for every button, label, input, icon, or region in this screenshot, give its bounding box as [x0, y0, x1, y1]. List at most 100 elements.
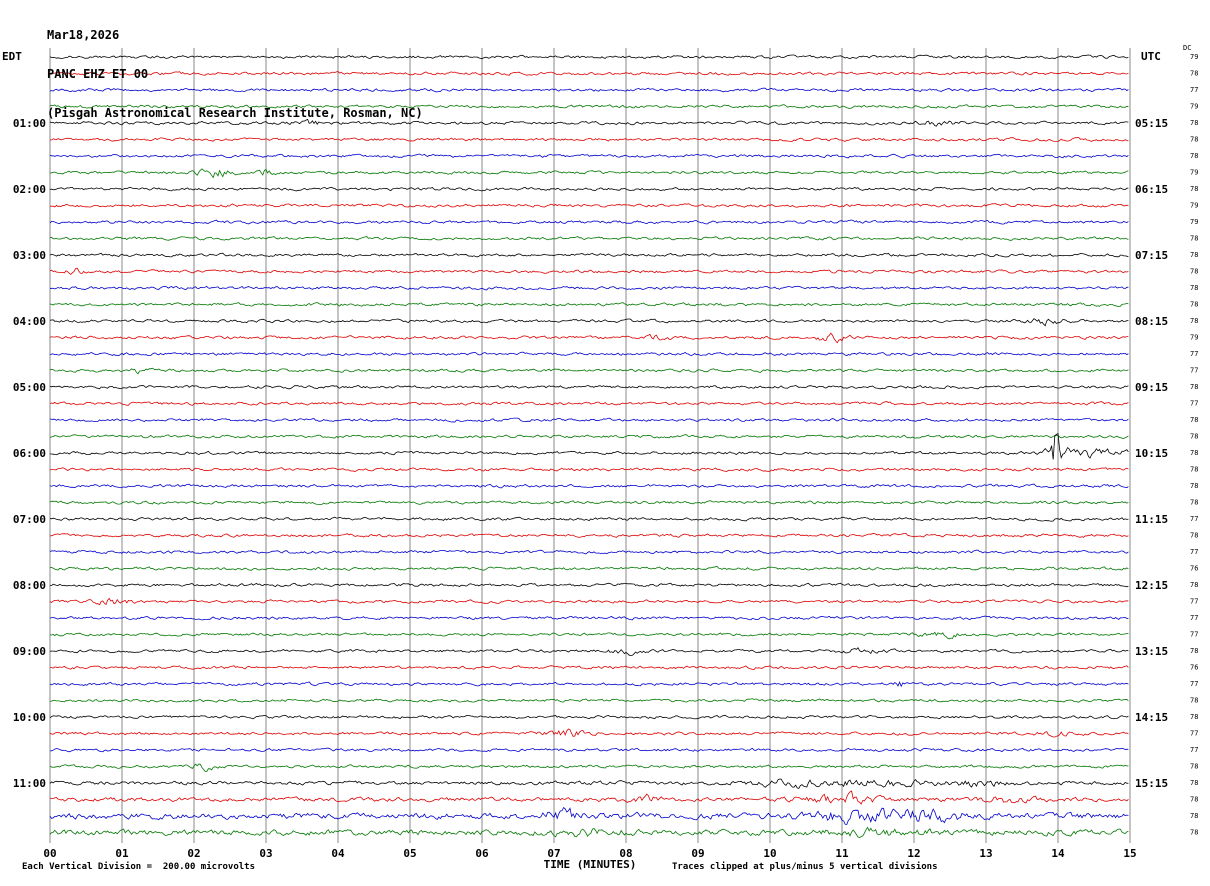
- dc-value: 77: [1190, 631, 1198, 639]
- dc-value: 78: [1190, 317, 1198, 325]
- trace-row: [50, 665, 1129, 670]
- trace-row: [49, 318, 1129, 327]
- hour-label-left: 04:00: [13, 315, 46, 328]
- hour-label-left: 08:00: [13, 579, 46, 592]
- trace-row: [49, 647, 1129, 656]
- dc-value: 77: [1190, 746, 1198, 754]
- hour-label-left: 09:00: [13, 645, 46, 658]
- hour-label-left: 11:00: [13, 777, 46, 790]
- dc-value: 78: [1190, 829, 1198, 837]
- trace-row: [49, 549, 1129, 555]
- dc-value: 77: [1190, 400, 1198, 408]
- dc-value: 77: [1190, 598, 1198, 606]
- trace-row: [49, 285, 1129, 291]
- hour-label-right: 09:15: [1135, 381, 1168, 394]
- trace-row: [49, 54, 1129, 60]
- dc-value: 78: [1190, 416, 1198, 424]
- trace-row: [49, 186, 1129, 192]
- trace-row: [49, 203, 1129, 208]
- trace-row: [49, 432, 1129, 460]
- trace-row: [49, 434, 1129, 439]
- dc-value: 77: [1190, 367, 1198, 375]
- trace-row: [49, 417, 1129, 423]
- dc-value: 77: [1190, 350, 1198, 358]
- dc-value: 76: [1190, 664, 1198, 672]
- dc-value: 78: [1190, 235, 1198, 243]
- x-tick-label: 11: [835, 847, 849, 860]
- x-tick-label: 15: [1123, 847, 1136, 860]
- trace-row: [49, 582, 1129, 588]
- hour-label-left: 03:00: [13, 249, 46, 262]
- left-axis-title: EDT: [2, 50, 22, 63]
- trace-row: [49, 806, 1129, 825]
- dc-value: 78: [1190, 152, 1198, 160]
- trace-row: [49, 236, 1129, 241]
- hour-label-left: 07:00: [13, 513, 46, 526]
- trace-row: [49, 219, 1129, 225]
- trace-row: [49, 615, 1129, 621]
- trace-row: [49, 118, 1129, 127]
- trace-row: [49, 153, 1129, 159]
- x-tick-label: 06: [475, 847, 489, 860]
- dc-value: 78: [1190, 185, 1198, 193]
- dc-value: 77: [1190, 730, 1198, 738]
- x-tick-label: 08: [619, 847, 632, 860]
- x-tick-label: 14: [1051, 847, 1065, 860]
- dc-value: 78: [1190, 383, 1198, 391]
- hour-label-right: 08:15: [1135, 315, 1168, 328]
- hour-label-left: 05:00: [13, 381, 46, 394]
- hour-label-right: 05:15: [1135, 117, 1168, 130]
- trace-row: [49, 747, 1129, 753]
- clipping-note: Traces clipped at plus/minus 5 vertical …: [672, 862, 938, 872]
- dc-value: 78: [1190, 779, 1198, 787]
- hour-label-right: 07:15: [1135, 249, 1168, 262]
- dc-value: 77: [1190, 515, 1198, 523]
- x-tick-label: 05: [403, 847, 416, 860]
- trace-row: [49, 104, 1129, 109]
- dc-value: 77: [1190, 614, 1198, 622]
- dc-value: 78: [1190, 796, 1198, 804]
- trace-row: [49, 332, 1129, 344]
- dc-value: 78: [1190, 532, 1198, 540]
- hour-label-right: 11:15: [1135, 513, 1168, 526]
- dc-value: 78: [1190, 763, 1198, 771]
- trace-row: [49, 401, 1129, 406]
- dc-value: 79: [1190, 103, 1198, 111]
- hour-label-right: 15:15: [1135, 777, 1168, 790]
- trace-row: [50, 790, 1129, 805]
- x-tick-label: 04: [331, 847, 345, 860]
- header-station: PANC EHZ ET 00: [47, 67, 149, 81]
- hour-label-left: 10:00: [13, 711, 46, 724]
- x-tick-label: 12: [907, 847, 920, 860]
- trace-row: [49, 698, 1129, 703]
- hour-label-right: 13:15: [1135, 645, 1168, 658]
- trace-row: [49, 483, 1129, 489]
- trace-row: [49, 778, 1129, 789]
- trace-row: [49, 384, 1129, 390]
- dc-value: 78: [1190, 499, 1198, 507]
- header-location: (Pisgah Astronomical Research Institute,…: [47, 106, 423, 120]
- x-tick-label: 01: [115, 847, 129, 860]
- hour-label-right: 10:15: [1135, 447, 1168, 460]
- x-tick-label: 02: [187, 847, 200, 860]
- trace-row: [49, 467, 1129, 472]
- dc-value: 78: [1190, 433, 1198, 441]
- plot-header: Mar18,2026 PANC EHZ ET 00 (Pisgah Astron…: [47, 3, 423, 146]
- dc-value: 77: [1190, 680, 1198, 688]
- trace-row: [49, 532, 1129, 538]
- dc-value: 78: [1190, 466, 1198, 474]
- trace-row: [49, 565, 1129, 571]
- trace-row: [49, 763, 1129, 772]
- dc-value: 78: [1190, 136, 1198, 144]
- vertical-division-note: Each Vertical Division = 200.00 microvol…: [22, 862, 255, 872]
- x-tick-label: 13: [979, 847, 992, 860]
- dc-label: DC: [1183, 44, 1192, 52]
- hour-label-left: 06:00: [13, 447, 46, 460]
- x-tick-label: 00: [43, 847, 56, 860]
- trace-row: [49, 714, 1129, 720]
- dc-value: 78: [1190, 251, 1198, 259]
- dc-value: 76: [1190, 565, 1198, 573]
- dc-value: 78: [1190, 268, 1198, 276]
